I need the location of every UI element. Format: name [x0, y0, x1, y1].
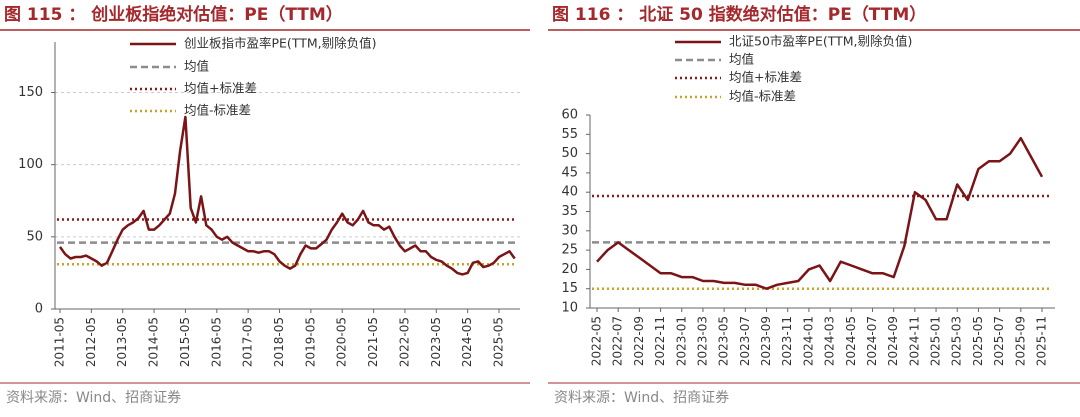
x-tick-label: 2023-11 [780, 316, 794, 366]
x-tick-label: 2011-05 [53, 317, 67, 367]
x-tick-label: 2024-09 [886, 316, 900, 366]
y-tick-label: 100 [18, 157, 43, 172]
legend-label: 均值-标准差 [729, 89, 796, 104]
x-tick-label: 2013-05 [115, 317, 129, 367]
y-tick-label: 0 [35, 302, 43, 317]
legend-label: 均值 [184, 59, 209, 74]
x-tick-label: 2024-07 [865, 316, 879, 366]
x-tick-label: 2023-01 [674, 316, 688, 366]
legend-label: 均值+标准差 [184, 81, 257, 96]
x-tick-label: 2025-07 [992, 316, 1006, 366]
x-tick-label: 2022-05 [590, 316, 604, 366]
x-tick-label: 2020-05 [335, 317, 349, 367]
chart-title: 图 116 ： 北证 50 指数绝对估值：PE（TTM） [552, 4, 926, 25]
legend-label: 北证50市盈率PE(TTM,剔除负值) [729, 34, 912, 49]
source: 资料来源：Wind、招商证券 [554, 390, 729, 406]
x-tick-label: 2024-05 [460, 317, 474, 367]
y-tick-label: 40 [561, 185, 578, 200]
x-tick-label: 2025-05 [971, 316, 985, 366]
x-tick-label: 2012-05 [84, 317, 98, 367]
legend-label: 均值+标准差 [729, 70, 802, 85]
x-tick-label: 2014-05 [147, 317, 161, 367]
x-tick-label: 2023-03 [695, 316, 709, 366]
x-tick-label: 2024-05 [844, 316, 858, 366]
legend-label: 均值-标准差 [184, 103, 251, 118]
y-tick-label: 10 [561, 301, 578, 316]
x-tick-label: 2015-05 [178, 317, 192, 367]
y-tick-label: 25 [561, 243, 578, 258]
y-tick-label: 150 [18, 85, 43, 100]
x-tick-label: 2025-05 [492, 317, 506, 367]
y-tick-label: 15 [561, 281, 578, 296]
chart-title: 图 115 ： 创业板指绝对估值：PE（TTM） [4, 4, 343, 25]
y-tick-label: 30 [561, 223, 578, 238]
x-tick-label: 2022-07 [611, 316, 625, 366]
x-tick-label: 2025-01 [929, 316, 943, 366]
series-line [596, 136, 1044, 290]
x-tick-label: 2016-05 [209, 317, 223, 367]
y-tick-label: 50 [561, 146, 578, 161]
x-tick-label: 2021-05 [366, 317, 380, 367]
x-tick-label: 2022-11 [653, 316, 667, 366]
x-tick-label: 2025-09 [1013, 316, 1027, 366]
legend-label: 均值 [729, 52, 754, 67]
x-tick-label: 2024-01 [801, 316, 815, 366]
x-tick-label: 2025-11 [1035, 316, 1049, 366]
source: 资料来源：Wind、招商证券 [6, 390, 181, 406]
y-tick-label: 60 [561, 108, 578, 123]
x-tick-label: 2023-09 [759, 316, 773, 366]
x-tick-label: 2019-05 [303, 317, 317, 367]
x-tick-label: 2023-05 [717, 316, 731, 366]
x-tick-label: 2024-11 [907, 316, 921, 366]
x-tick-label: 2017-05 [241, 317, 255, 367]
y-tick-label: 55 [561, 127, 578, 142]
x-tick-label: 2023-07 [738, 316, 752, 366]
legend-label: 创业板指市盈率PE(TTM,剔除负值) [184, 36, 377, 51]
x-tick-label: 2018-05 [272, 317, 286, 367]
y-tick-label: 20 [561, 262, 578, 277]
x-tick-label: 2022-09 [632, 316, 646, 366]
x-tick-label: 2024-03 [823, 316, 837, 366]
series-line [58, 115, 516, 276]
x-tick-label: 2025-03 [950, 316, 964, 366]
y-tick-label: 35 [561, 204, 578, 219]
x-tick-label: 2023-05 [429, 317, 443, 367]
x-tick-label: 2022-05 [397, 317, 411, 367]
y-tick-label: 45 [561, 165, 578, 180]
y-tick-label: 50 [26, 229, 43, 244]
